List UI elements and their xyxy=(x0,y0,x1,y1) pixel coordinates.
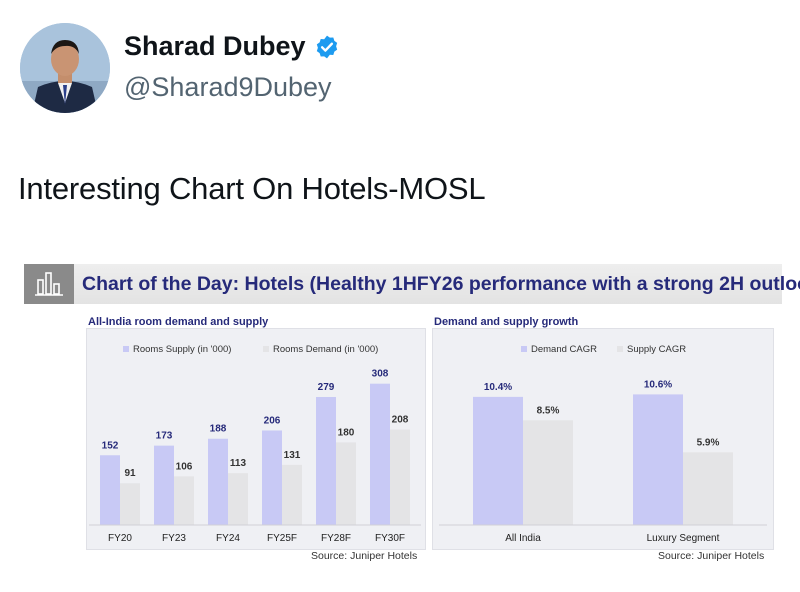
category-label-0: FY20 xyxy=(108,533,132,544)
data-label-5-1: 208 xyxy=(392,415,409,426)
category-label-5: FY30F xyxy=(375,533,405,544)
right-chart-panel: Demand CAGR Supply CAGR 10.4% 8.5% All India… xyxy=(432,328,774,550)
bar-0-0 xyxy=(473,396,523,525)
bar-3-1 xyxy=(282,464,302,525)
bar-5-1 xyxy=(390,429,410,525)
legend-swatch-1 xyxy=(263,346,269,352)
data-label-1-0: 10.6% xyxy=(644,379,672,390)
avatar-image xyxy=(20,23,110,113)
author-name-row[interactable]: Sharad Dubey xyxy=(124,31,340,62)
legend-label-0: Rooms Supply (in '000) xyxy=(133,344,231,355)
legend-label-1: Supply CAGR xyxy=(627,344,686,355)
category-label-1: Luxury Segment xyxy=(647,533,720,544)
data-label-3-0: 206 xyxy=(264,415,281,426)
bar-5-0 xyxy=(370,383,390,525)
category-label-1: FY23 xyxy=(162,533,186,544)
category-label-4: FY28F xyxy=(321,533,351,544)
cagr-bar-chart: Demand CAGR Supply CAGR 10.4% 8.5% All India… xyxy=(439,344,767,544)
category-label-2: FY24 xyxy=(216,533,240,544)
bar-0-1 xyxy=(120,483,140,525)
right-chart-title: Demand and supply growth xyxy=(434,316,579,328)
demand-supply-bar-chart: Rooms Supply (in '000) Rooms Demand (in '… xyxy=(89,344,421,544)
bar-1-1 xyxy=(683,452,733,525)
data-label-0-0: 10.4% xyxy=(484,382,512,393)
author-handle[interactable]: @Sharad9Dubey xyxy=(124,72,332,102)
author-name[interactable]: Sharad Dubey xyxy=(124,31,306,61)
data-label-2-0: 188 xyxy=(210,424,227,435)
data-label-4-0: 279 xyxy=(318,382,335,393)
legend-label-1: Rooms Demand (in '000) xyxy=(273,344,378,355)
legend-swatch-0 xyxy=(123,346,129,352)
data-label-1-0: 173 xyxy=(156,431,173,442)
bar-4-0 xyxy=(316,396,336,525)
bar-0-0 xyxy=(100,455,120,525)
bar-2-0 xyxy=(208,438,228,525)
avatar[interactable] xyxy=(20,23,110,113)
legend-swatch-0 xyxy=(521,346,527,352)
left-chart-title: All-India room demand and supply xyxy=(88,316,269,328)
legend-label-0: Demand CAGR xyxy=(531,344,597,355)
bar-2-1 xyxy=(228,473,248,525)
data-label-4-1: 180 xyxy=(338,427,355,438)
data-label-2-1: 113 xyxy=(230,458,247,469)
banner-title: Chart of the Day: Hotels (Healthy 1HFY26… xyxy=(82,273,800,295)
bar-4-1 xyxy=(336,442,356,525)
bar-1-1 xyxy=(174,476,194,525)
bar-1-0 xyxy=(154,445,174,525)
bar-0-1 xyxy=(523,420,573,525)
data-label-1-1: 5.9% xyxy=(697,437,720,448)
bar-3-0 xyxy=(262,430,282,525)
category-label-3: FY25F xyxy=(267,533,297,544)
data-label-0-1: 8.5% xyxy=(537,405,560,416)
chart-banner: Chart of the Day: Hotels (Healthy 1HFY26… xyxy=(24,264,800,304)
chart-image-card[interactable]: Chart of the Day: Hotels (Healthy 1HFY26… xyxy=(24,264,800,574)
tweet-text: Interesting Chart On Hotels-MOSL xyxy=(18,171,486,206)
verified-badge-icon xyxy=(316,35,337,58)
category-label-0: All India xyxy=(505,533,541,544)
data-label-0-1: 91 xyxy=(124,468,136,479)
left-chart-source: Source: Juniper Hotels xyxy=(311,550,418,562)
left-chart-panel: Rooms Supply (in '000) Rooms Demand (in '… xyxy=(86,328,426,550)
bar-1-0 xyxy=(633,394,683,525)
data-label-5-0: 308 xyxy=(372,369,389,380)
data-label-3-1: 131 xyxy=(284,450,301,461)
legend-swatch-1 xyxy=(617,346,623,352)
data-label-0-0: 152 xyxy=(102,440,119,451)
right-chart-source: Source: Juniper Hotels xyxy=(658,550,765,562)
data-label-1-1: 106 xyxy=(176,461,193,472)
bar-chart-icon xyxy=(24,264,74,304)
